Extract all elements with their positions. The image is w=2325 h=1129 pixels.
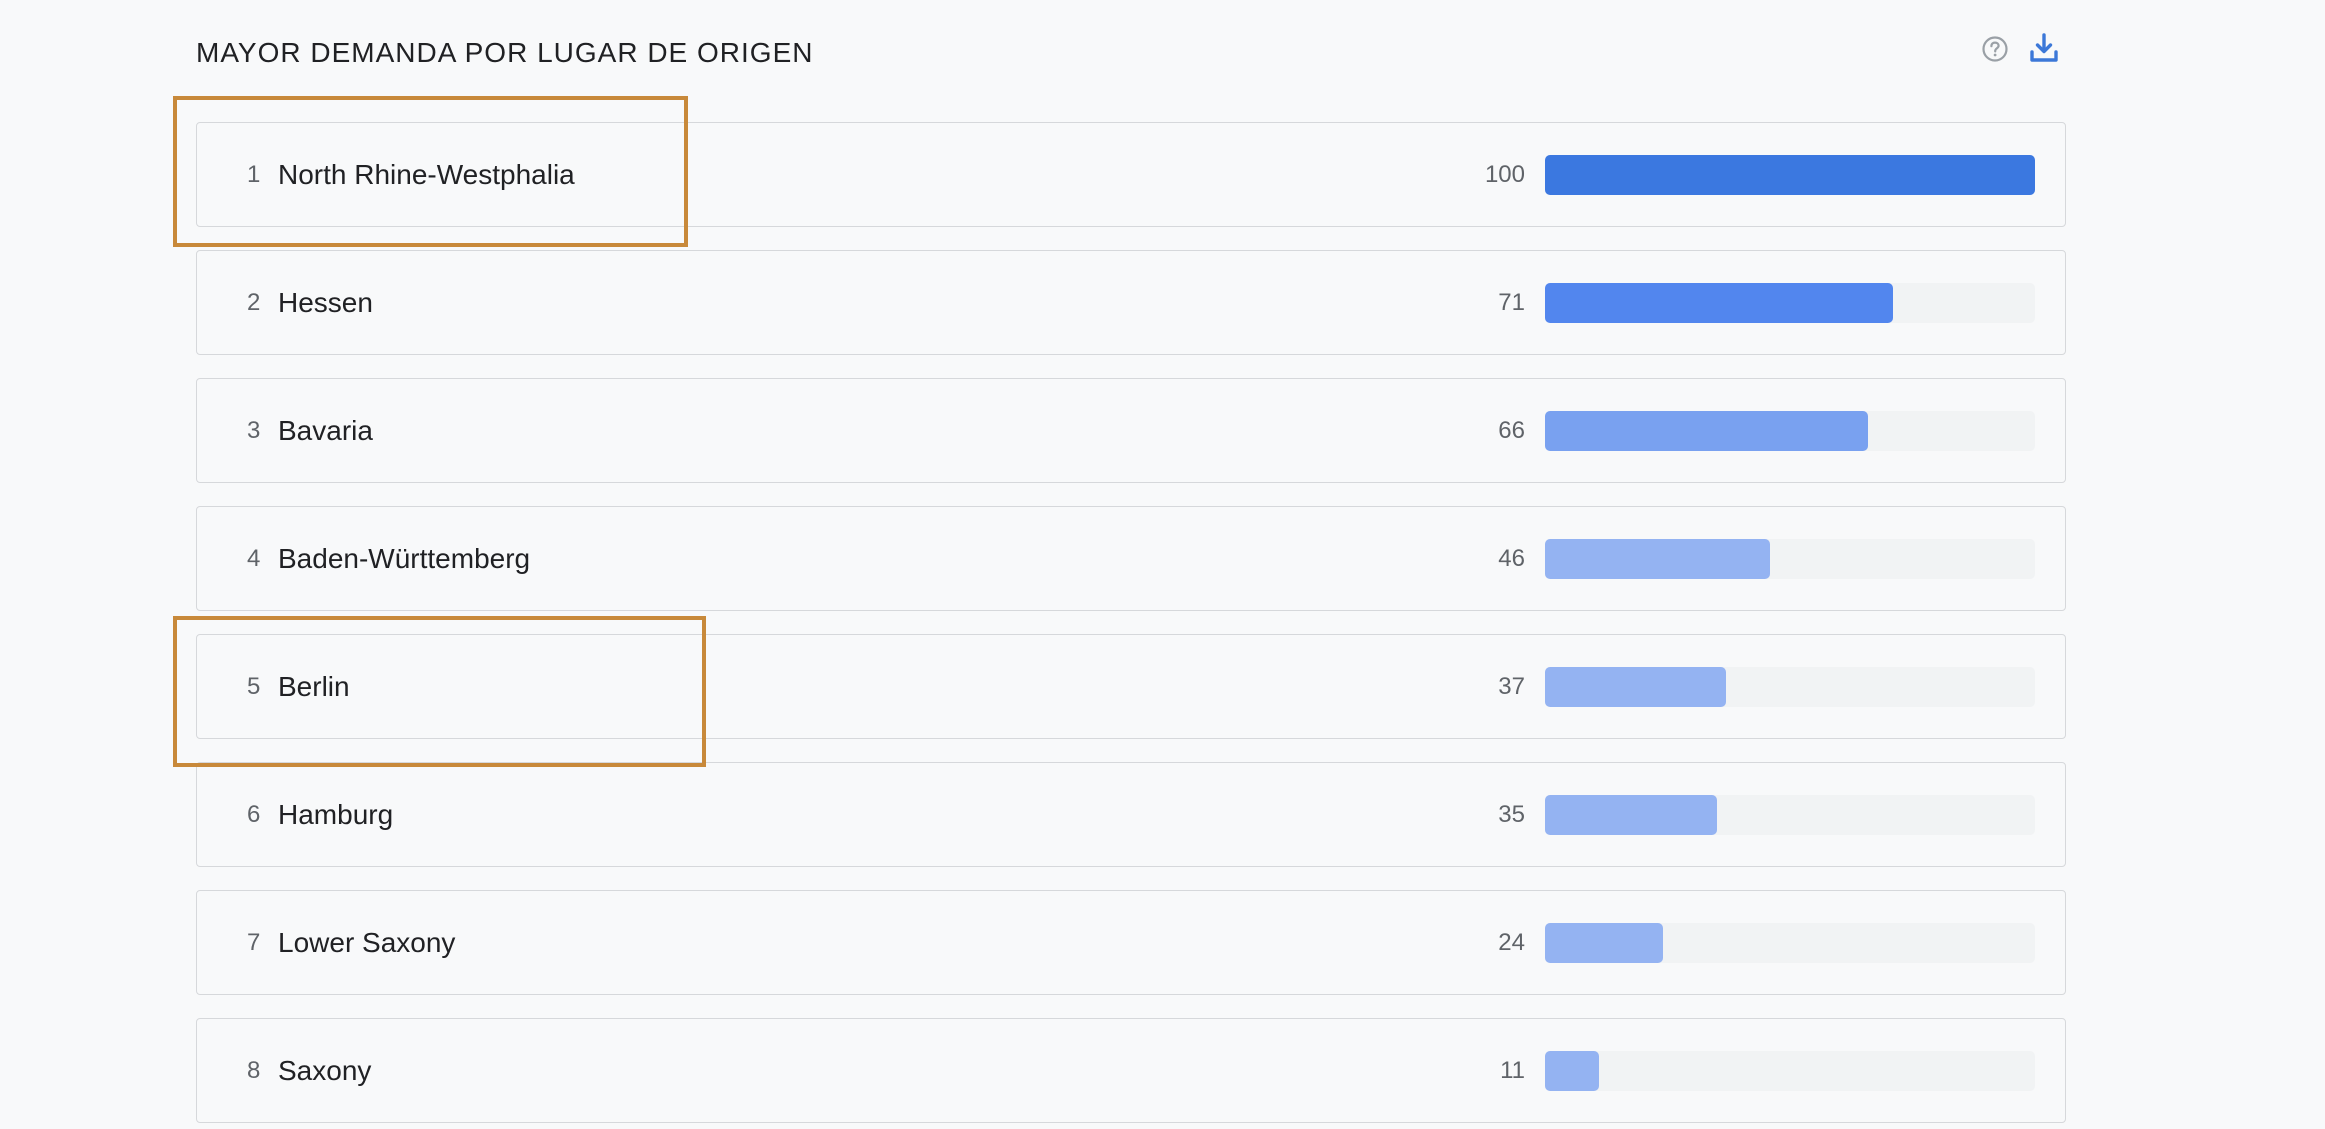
- row-value: 46: [1498, 544, 1525, 572]
- bar-fill: [1545, 282, 1893, 323]
- row-region-name: Baden-Württemberg: [278, 542, 531, 574]
- row-region-name: Saxony: [278, 1054, 372, 1086]
- bar-track: [1545, 922, 2035, 963]
- bar-fill: [1545, 1050, 1599, 1091]
- ranking-row[interactable]: 2 Hessen 71: [196, 250, 2066, 355]
- help-circle-icon[interactable]: [1980, 34, 2010, 64]
- bar-track: [1545, 538, 2035, 579]
- bar-fill: [1545, 922, 1663, 963]
- row-value: 100: [1484, 160, 1525, 188]
- bar-fill: [1545, 538, 1771, 579]
- section-title: MAYOR DEMANDA POR LUGAR DE ORIGEN: [196, 37, 814, 68]
- ranking-row[interactable]: 1 North Rhine-Westphalia 100: [196, 122, 2066, 227]
- ranking-row[interactable]: 3 Bavaria 66: [196, 378, 2066, 483]
- row-rank: 1: [247, 160, 261, 188]
- row-rank: 8: [247, 1056, 261, 1084]
- row-rank: 3: [247, 416, 261, 444]
- row-value: 24: [1498, 928, 1525, 956]
- row-value: 37: [1498, 672, 1525, 700]
- bar-fill: [1545, 794, 1717, 835]
- bar-track: [1545, 666, 2035, 707]
- ranking-row[interactable]: 7 Lower Saxony 24: [196, 890, 2066, 995]
- row-value: 66: [1498, 416, 1525, 444]
- row-value: 71: [1498, 288, 1525, 316]
- row-value: 35: [1498, 800, 1525, 828]
- bar-track: [1545, 794, 2035, 835]
- bar-fill: [1545, 410, 1869, 451]
- row-region-name: Lower Saxony: [278, 926, 456, 958]
- bar-track: [1545, 1050, 2035, 1091]
- bar-fill: [1545, 666, 1727, 707]
- ranking-row[interactable]: 8 Saxony 11: [196, 1018, 2066, 1123]
- row-rank: 6: [247, 800, 261, 828]
- bar-track: [1545, 282, 2035, 323]
- row-rank: 4: [247, 544, 261, 572]
- row-rank: 2: [247, 288, 261, 316]
- row-rank: 7: [247, 928, 261, 956]
- bar-fill: [1545, 154, 2035, 195]
- download-icon[interactable]: [2027, 31, 2061, 65]
- row-region-name: Hessen: [278, 286, 373, 318]
- ranking-row[interactable]: 5 Berlin 37: [196, 634, 2066, 739]
- bar-track: [1545, 154, 2035, 195]
- row-region-name: Berlin: [278, 670, 350, 702]
- row-value: 11: [1500, 1056, 1525, 1084]
- row-region-name: North Rhine-Westphalia: [278, 158, 575, 190]
- row-rank: 5: [247, 672, 261, 700]
- ranking-row[interactable]: 4 Baden-Württemberg 46: [196, 506, 2066, 611]
- bar-track: [1545, 410, 2035, 451]
- row-region-name: Bavaria: [278, 414, 373, 446]
- ranking-row[interactable]: 6 Hamburg 35: [196, 762, 2066, 867]
- row-region-name: Hamburg: [278, 798, 394, 830]
